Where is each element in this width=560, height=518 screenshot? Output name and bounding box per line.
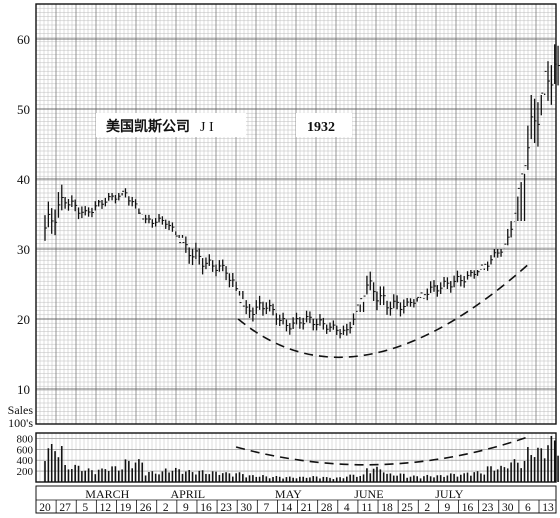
day-label: 2 (424, 502, 430, 514)
date-axis-frame (35, 485, 557, 514)
month-label: MAY (275, 487, 302, 501)
day-label: 13 (542, 502, 554, 514)
day-label: 7 (263, 502, 269, 514)
day-label: 2 (163, 502, 169, 514)
stock-ticker: J I (200, 120, 214, 135)
day-label: 25 (401, 502, 413, 514)
price-bars (44, 44, 560, 339)
chart-grid (35, 3, 557, 482)
month-label: JULY (435, 487, 463, 501)
day-label: 11 (361, 502, 372, 514)
day-label: 20 (39, 502, 51, 514)
price-panel-frame (35, 3, 557, 425)
day-label: 18 (381, 502, 393, 514)
price-rounding-arc (237, 262, 531, 358)
volume-tick-label: 400 (17, 455, 34, 467)
day-label: 12 (100, 502, 112, 514)
day-label: 19 (120, 502, 132, 514)
volume-tick-label: 800 (17, 433, 34, 445)
day-label: 16 (462, 502, 474, 514)
day-label: 27 (59, 502, 71, 514)
rounding-bottom-arcs (235, 262, 531, 466)
day-label: 28 (321, 502, 333, 514)
day-label: 30 (240, 502, 252, 514)
volume-axis-label: 100's (8, 416, 33, 430)
day-label: 26 (140, 502, 152, 514)
price-tick-label: 30 (17, 242, 30, 257)
price-tick-label: 10 (17, 382, 30, 397)
day-label: 16 (200, 502, 212, 514)
title-box-year: 1932 (296, 113, 352, 137)
month-label: JUNE (354, 487, 383, 501)
day-label: 9 (183, 502, 189, 514)
month-label: APRIL (170, 487, 205, 501)
volume-rounding-arc (235, 436, 529, 466)
volume-tick-label: 600 (17, 444, 34, 456)
volume-tick-label: 200 (17, 466, 34, 478)
day-label: 30 (502, 502, 514, 514)
chart-frame (35, 3, 557, 514)
title-box-name: 美国凯斯公司 J I (96, 113, 246, 137)
day-label: 9 (445, 502, 451, 514)
stock-name: 美国凯斯公司 (106, 118, 190, 135)
month-label: MARCH (85, 487, 129, 501)
price-tick-label: 40 (17, 172, 30, 187)
chart-year: 1932 (307, 120, 335, 135)
day-label: 5 (82, 502, 88, 514)
volume-axis-label: Sales (8, 403, 34, 417)
day-label: 4 (344, 502, 350, 514)
volume-bars (44, 435, 559, 482)
day-label: 23 (220, 502, 232, 514)
price-tick-label: 50 (17, 102, 30, 117)
day-label: 6 (525, 502, 531, 514)
price-tick-label: 20 (17, 312, 30, 327)
day-label: 14 (281, 502, 293, 514)
day-label: 23 (482, 502, 494, 514)
price-tick-label: 60 (17, 32, 30, 47)
day-label: 21 (301, 502, 313, 514)
